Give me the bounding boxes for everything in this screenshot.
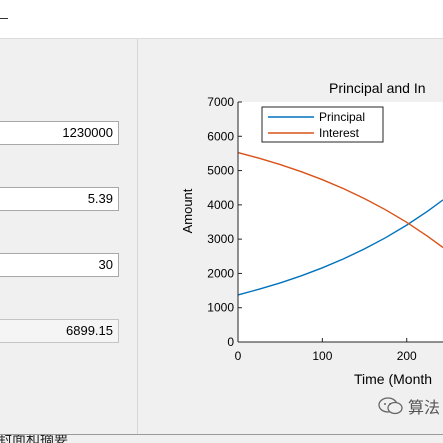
legend-principal-label: Principal: [319, 110, 365, 124]
loan-amount-field[interactable]: 1230000: [0, 121, 119, 145]
x-tick-label: 0: [235, 349, 242, 363]
y-tick-label: 4000: [207, 198, 234, 212]
y-axis-label: Amount: [180, 188, 195, 233]
y-tick-label: 3000: [207, 232, 234, 246]
legend-box: [261, 106, 384, 143]
series-line-interest: [237, 151, 443, 249]
principal-interest-chart: Principal and In 01000200030004000500060…: [180, 80, 443, 387]
wechat-icon: [378, 396, 404, 416]
bottom-tab-label[interactable]: 封面和摘要: [0, 434, 68, 443]
chart-legend: Principal Interest: [261, 106, 384, 143]
legend-interest-label: Interest: [319, 126, 360, 140]
x-tick-label: 100: [312, 349, 332, 363]
monthly-payment-field: 6899.15: [0, 319, 119, 343]
y-tick-label: 7000: [207, 95, 234, 109]
loan-term-field[interactable]: 30: [0, 253, 119, 277]
series-line-principal: [237, 199, 443, 296]
bottom-tab-strip: 封面和摘要: [0, 434, 443, 443]
chart-title: Principal and In: [329, 80, 426, 96]
watermark-text: 算法: [408, 398, 441, 417]
plot-panel: Principal and In 0 1000 2000 3000 4000 5000 60…: [138, 39, 443, 434]
y-tick-label: 5000: [207, 164, 234, 178]
y-tick-label: 6000: [207, 129, 234, 143]
x-tick-label: 200: [397, 349, 417, 363]
y-tick-label: 0: [227, 335, 234, 349]
x-axis-label: Time (Month: [354, 371, 432, 387]
interest-rate-field[interactable]: 5.39: [0, 187, 119, 211]
y-tick-label: 1000: [207, 301, 234, 315]
y-tick-label: 2000: [207, 266, 234, 280]
input-panel: 1230000 5.39 30 6899.15: [0, 39, 138, 434]
window-titlebar: [0, 0, 443, 39]
watermark: 算法: [378, 394, 440, 418]
titlebar-fragment: [0, 18, 8, 19]
